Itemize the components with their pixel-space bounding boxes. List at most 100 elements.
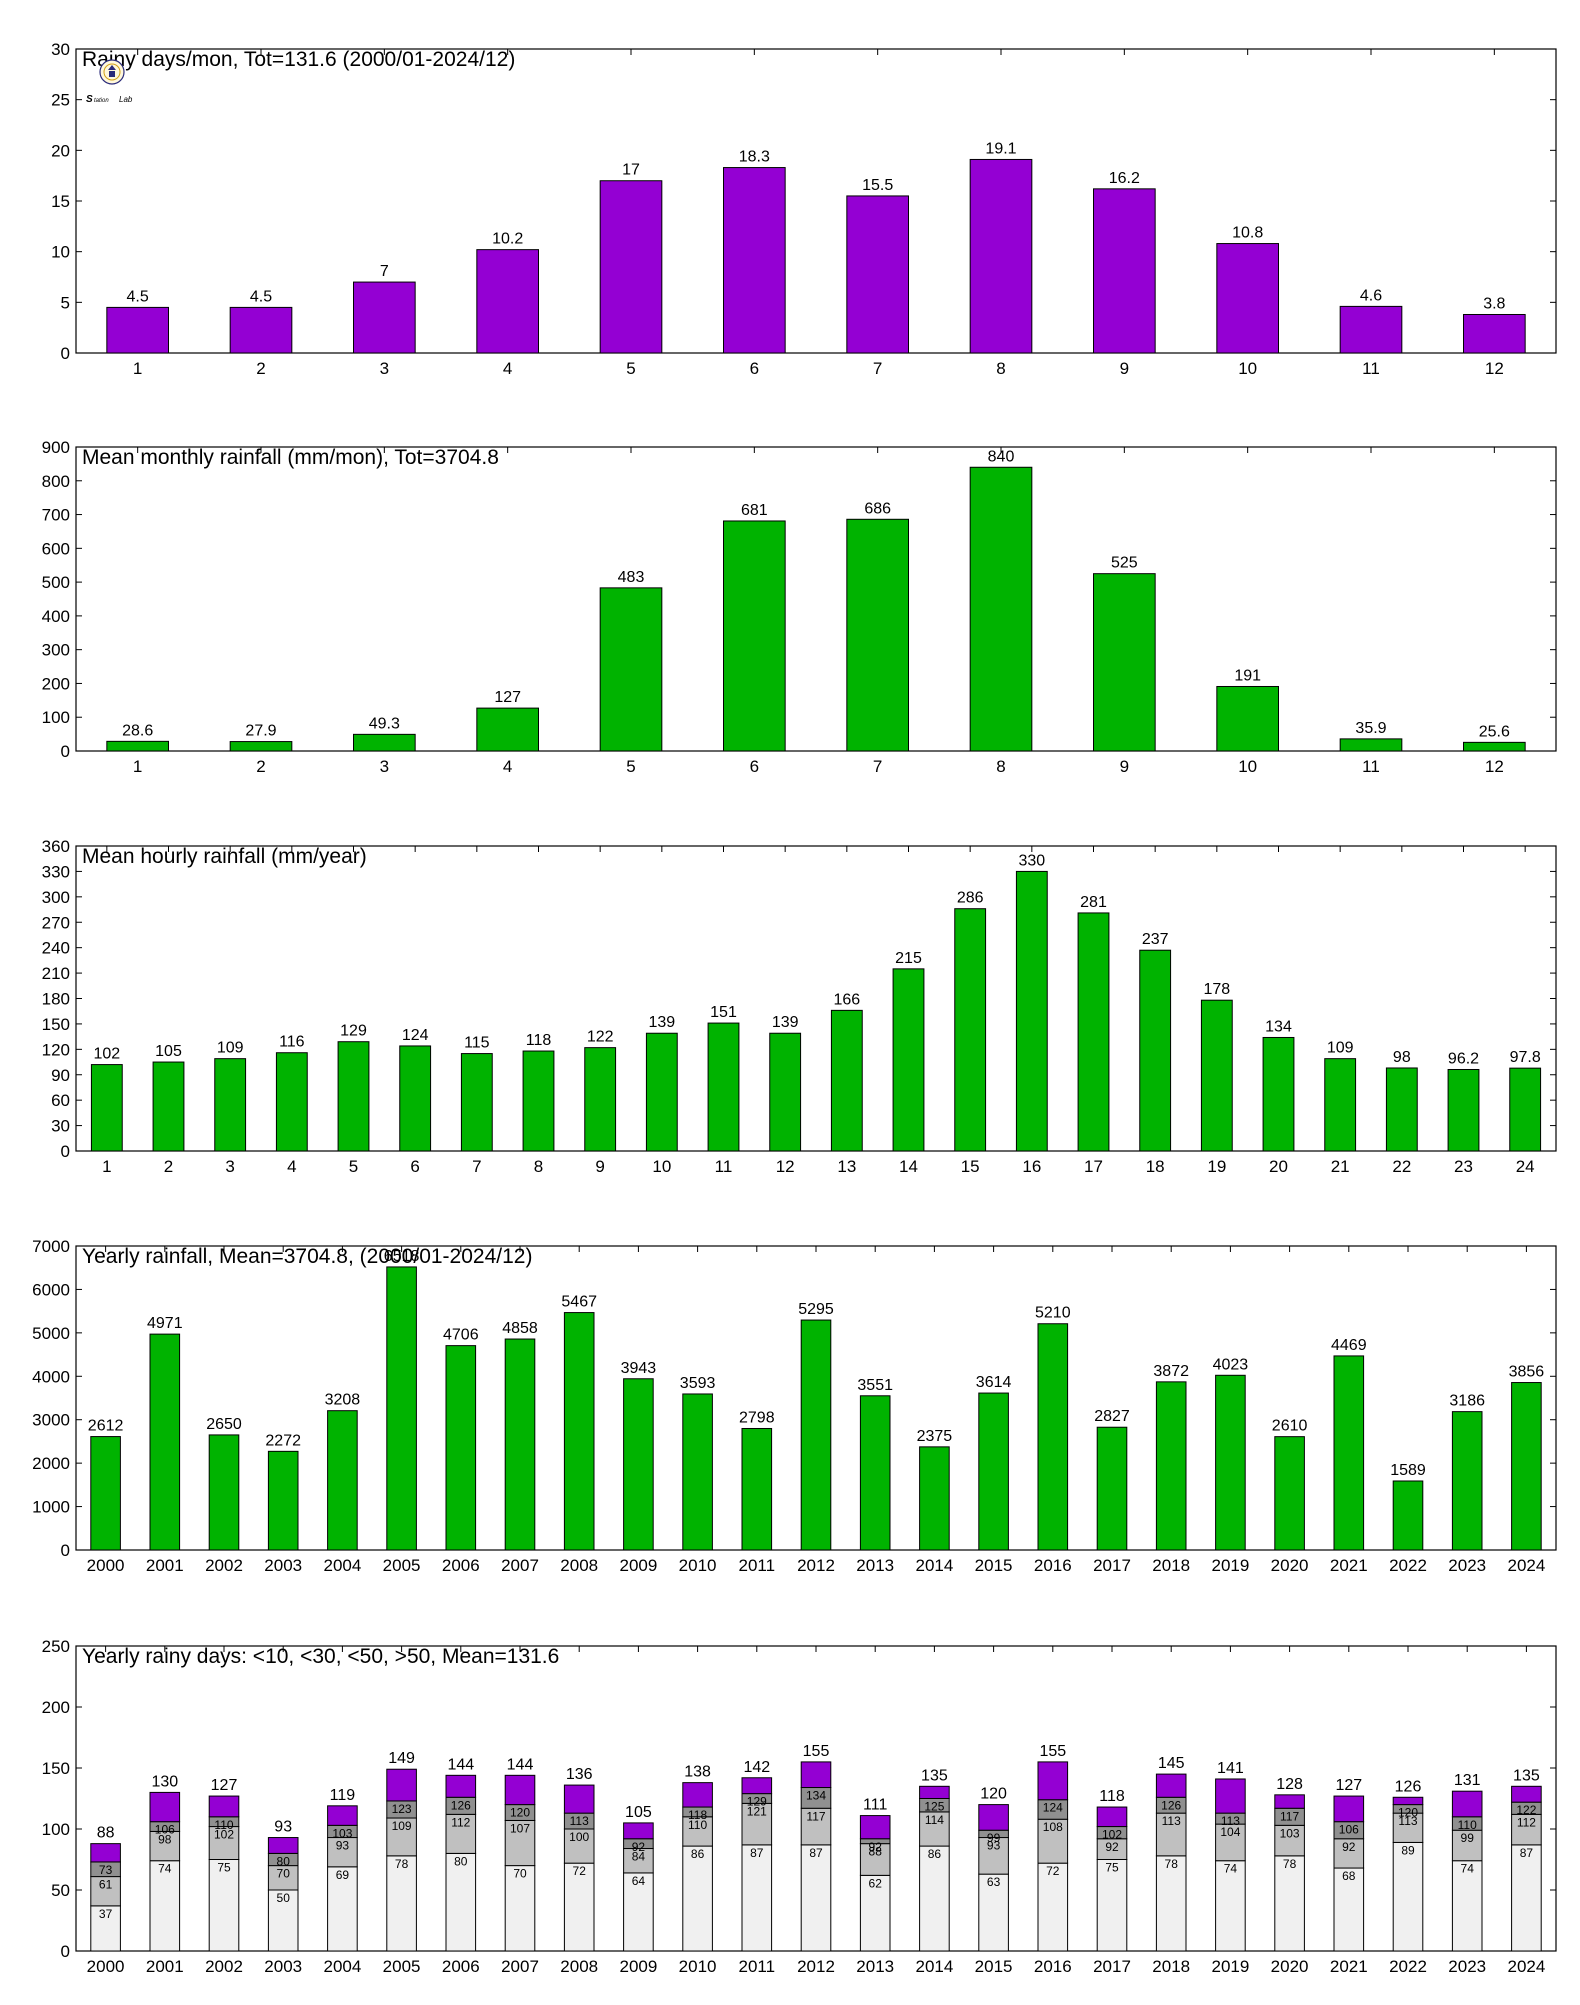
bar: [969, 158, 1033, 354]
x-tick-label: 2005: [383, 1556, 421, 1575]
stack-value-label: 134: [806, 1789, 826, 1803]
x-tick-label: 15: [961, 1157, 980, 1176]
y-tick-label: 30: [51, 1117, 70, 1136]
stack-value-label: 120: [510, 1806, 530, 1820]
stack-segment-4: [1333, 1795, 1365, 1823]
stack-value-label: 121: [747, 1804, 767, 1818]
chart-title: Rainy days/mon, Tot=131.6 (2000/01-2024/…: [82, 48, 515, 71]
stack-segment-2: [623, 1848, 654, 1874]
logo-text-main: tation: [94, 98, 109, 104]
stack-value-label: 129: [747, 1795, 767, 1809]
stack-value-label: 92: [1105, 1840, 1119, 1854]
x-tick-label: 4: [503, 757, 512, 776]
stack-value-label: 99: [987, 1831, 1001, 1845]
stack-value-label: 106: [1339, 1823, 1359, 1837]
y-tick-label: 250: [42, 1637, 70, 1656]
chart-title: Mean hourly rainfall (mm/year): [82, 845, 367, 868]
stack-value-label: 64: [632, 1874, 646, 1888]
x-tick-label: 2017: [1093, 1957, 1131, 1976]
bar-value-label: 129: [340, 1023, 367, 1040]
y-tick-label: 700: [42, 506, 70, 525]
bar: [1324, 1058, 1357, 1152]
x-tick-label: 14: [899, 1157, 918, 1176]
x-tick-label: 22: [1392, 1157, 1411, 1176]
bar: [1339, 305, 1403, 354]
stack-value-label: 78: [1283, 1857, 1297, 1871]
bar-value-label: 215: [895, 950, 922, 967]
bar: [892, 968, 925, 1152]
plot-frame: [75, 446, 1557, 752]
x-tick-label: 2023: [1448, 1556, 1486, 1575]
bar: [229, 306, 293, 354]
bar: [229, 741, 293, 752]
x-tick-label: 12: [1485, 359, 1504, 378]
bar-value-label: 191: [1234, 667, 1261, 684]
stack-segment-1: [1215, 1860, 1246, 1952]
stack-value-label: 102: [1102, 1828, 1122, 1842]
x-tick-label: 2014: [915, 1556, 953, 1575]
bar: [353, 733, 416, 752]
bar-value-label: 3614: [976, 1374, 1012, 1391]
chart-title: Mean monthly rainfall (mm/mon), Tot=3704…: [82, 446, 499, 469]
bar-value-label: 116: [279, 1034, 305, 1051]
chart-panel-3: Mean hourly rainfall (mm/year)0306090120…: [42, 837, 1557, 1176]
x-tick-label: 1: [102, 1157, 111, 1176]
y-tick-label: 100: [42, 1820, 70, 1839]
stack-segment-4: [800, 1761, 832, 1789]
x-tick-label: 17: [1084, 1157, 1103, 1176]
x-tick-label: 10: [1238, 359, 1257, 378]
bar: [214, 1058, 247, 1152]
bar: [275, 1052, 308, 1152]
bar-value-label: 35.9: [1355, 720, 1386, 737]
x-tick-label: 6: [750, 757, 759, 776]
y-tick-label: 10: [51, 243, 70, 262]
stack-total-label: 131: [1454, 1772, 1481, 1789]
bar-value-label: 2798: [739, 1409, 775, 1426]
stack-value-label: 75: [1105, 1861, 1119, 1875]
x-tick-label: 12: [1485, 757, 1504, 776]
y-tick-label: 7000: [32, 1237, 70, 1256]
stack-value-label: 109: [392, 1819, 412, 1833]
bar: [830, 1009, 863, 1152]
stack-segment-4: [1215, 1778, 1246, 1814]
bar-value-label: 105: [155, 1043, 182, 1060]
y-tick-label: 500: [42, 573, 70, 592]
stack-value-label: 87: [809, 1846, 823, 1860]
stack-segment-1: [1333, 1867, 1365, 1952]
x-tick-label: 3: [380, 359, 389, 378]
bar: [1392, 1480, 1424, 1551]
y-tick-label: 210: [42, 964, 70, 983]
x-tick-label: 2005: [383, 1957, 421, 1976]
stack-total-label: 126: [1395, 1778, 1422, 1795]
chart-title: Yearly rainy days: <10, <30, <50, >50, M…: [82, 1645, 559, 1668]
bar-value-label: 330: [1018, 852, 1045, 869]
bar-value-label: 4971: [147, 1315, 183, 1332]
x-tick-label: 2003: [264, 1957, 302, 1976]
bar-value-label: 4.5: [250, 288, 272, 305]
y-tick-label: 0: [61, 1142, 70, 1161]
stack-value-label: 70: [277, 1867, 291, 1881]
y-tick-label: 360: [42, 837, 70, 856]
x-tick-label: 2: [256, 757, 265, 776]
stack-total-label: 149: [388, 1750, 415, 1767]
bar: [1093, 188, 1156, 354]
y-tick-label: 90: [51, 1066, 70, 1085]
bar: [1339, 738, 1403, 752]
stack-total-label: 155: [1039, 1743, 1066, 1760]
bar-value-label: 2610: [1272, 1418, 1308, 1435]
station-lab-logo-graphic: S tation Lab: [86, 59, 133, 105]
bar: [386, 1266, 417, 1551]
bar: [599, 587, 663, 752]
bar-value-label: 97.8: [1510, 1049, 1541, 1066]
x-tick-label: 20: [1269, 1157, 1288, 1176]
stack-segment-1: [327, 1866, 358, 1952]
stack-value-label: 87: [750, 1846, 764, 1860]
stack-value-label: 125: [924, 1800, 944, 1814]
bar: [476, 249, 540, 354]
x-tick-label: 9: [595, 1157, 604, 1176]
stack-value-label: 92: [869, 1840, 883, 1854]
bar-value-label: 166: [833, 991, 860, 1008]
x-tick-label: 11: [1362, 359, 1380, 378]
